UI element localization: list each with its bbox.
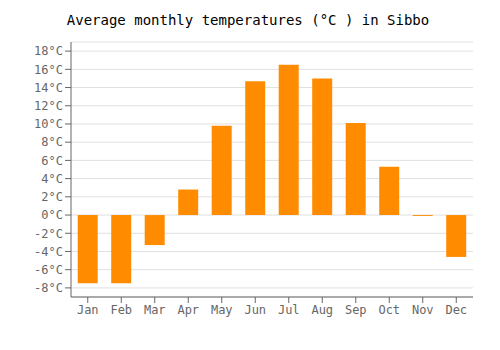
svg-text:Jun: Jun (244, 303, 266, 317)
svg-text:Oct: Oct (378, 303, 400, 317)
svg-text:-8°C: -8°C (34, 281, 63, 295)
svg-text:Apr: Apr (177, 303, 199, 317)
svg-text:8°C: 8°C (41, 135, 63, 149)
svg-text:10°C: 10°C (34, 117, 63, 131)
svg-text:Dec: Dec (445, 303, 467, 317)
svg-text:-2°C: -2°C (34, 227, 63, 241)
svg-text:-4°C: -4°C (34, 245, 63, 259)
svg-text:Jul: Jul (278, 303, 300, 317)
svg-text:May: May (211, 303, 233, 317)
svg-text:-6°C: -6°C (34, 263, 63, 277)
svg-text:Mar: Mar (144, 303, 166, 317)
svg-text:6°C: 6°C (41, 154, 63, 168)
svg-text:0°C: 0°C (41, 208, 63, 222)
svg-text:Nov: Nov (412, 303, 434, 317)
svg-text:12°C: 12°C (34, 99, 63, 113)
svg-text:Feb: Feb (110, 303, 132, 317)
html-text:Average monthly temperatures (: Average monthly temperatures (°C ) in Si… (66, 12, 430, 28)
svg-text:Sep: Sep (345, 303, 367, 317)
svg-text:14°C: 14°C (34, 81, 63, 95)
svg-text:Aug: Aug (311, 303, 333, 317)
svg-text:Jan: Jan (77, 303, 99, 317)
svg-text:18°C: 18°C (34, 44, 63, 58)
svg-text:4°C: 4°C (41, 172, 63, 186)
svg-text:16°C: 16°C (34, 63, 63, 77)
svg-text:2°C: 2°C (41, 190, 63, 204)
